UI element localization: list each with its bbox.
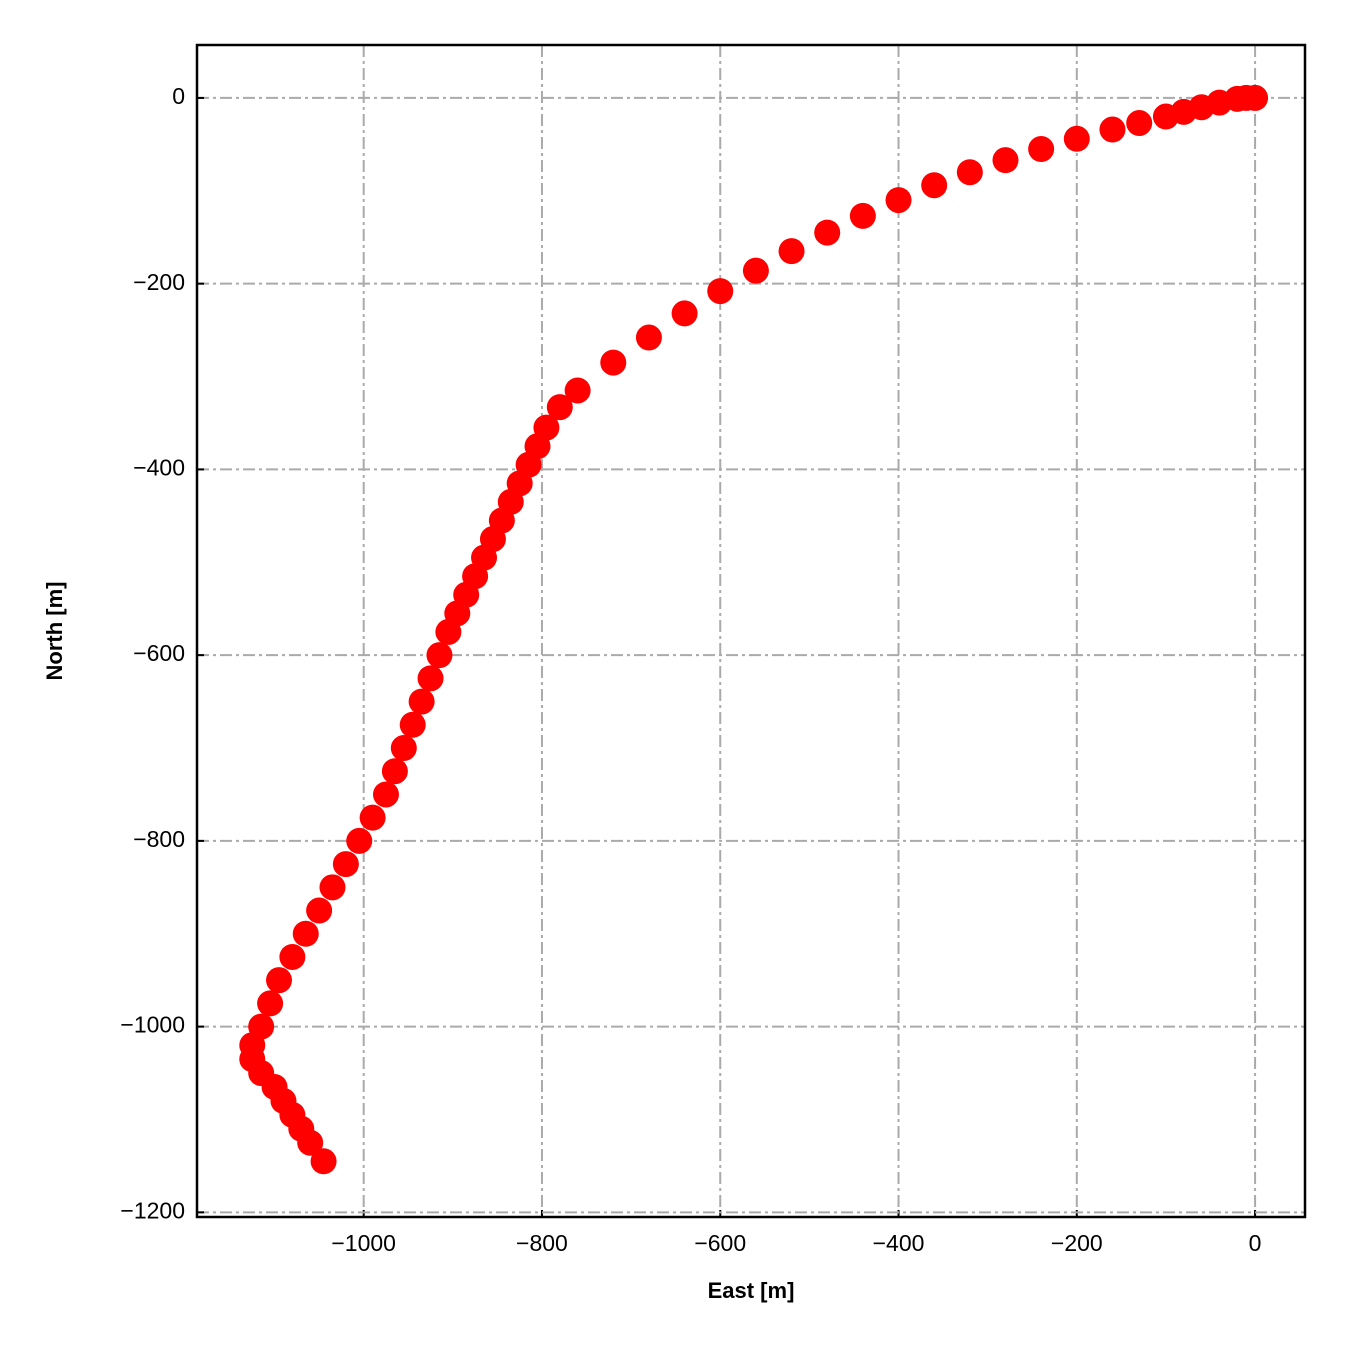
x-tick-label: −600 bbox=[694, 1230, 746, 1256]
y-tick-label: −200 bbox=[133, 269, 185, 295]
point bbox=[635, 324, 662, 351]
y-tick-label: −600 bbox=[133, 640, 185, 666]
point bbox=[707, 278, 734, 305]
point bbox=[435, 618, 462, 645]
point bbox=[390, 735, 417, 762]
point bbox=[1099, 116, 1126, 143]
point bbox=[992, 147, 1019, 174]
point bbox=[332, 851, 359, 878]
point bbox=[742, 257, 769, 284]
point bbox=[346, 827, 373, 854]
point bbox=[408, 688, 435, 715]
x-axis-label: East [m] bbox=[708, 1278, 795, 1303]
point bbox=[399, 711, 426, 738]
point bbox=[671, 300, 698, 327]
y-tick-label: 0 bbox=[172, 83, 185, 109]
point bbox=[1152, 103, 1179, 130]
x-tick-label: −800 bbox=[516, 1230, 568, 1256]
point bbox=[372, 781, 399, 808]
point bbox=[885, 187, 912, 214]
point bbox=[778, 238, 805, 265]
point bbox=[1028, 136, 1055, 163]
point bbox=[417, 665, 444, 692]
point bbox=[292, 920, 319, 947]
point bbox=[426, 642, 453, 669]
point bbox=[956, 159, 983, 186]
point bbox=[359, 804, 386, 831]
y-tick-label: −800 bbox=[133, 826, 185, 852]
y-tick-label: −1200 bbox=[120, 1197, 185, 1223]
point bbox=[310, 1148, 337, 1175]
point bbox=[814, 219, 841, 246]
x-tick-label: −400 bbox=[873, 1230, 925, 1256]
plot-frame bbox=[195, 43, 1307, 1219]
point bbox=[849, 202, 876, 229]
y-tick-label: −1000 bbox=[120, 1012, 185, 1038]
point bbox=[381, 758, 408, 785]
x-tick-label: −200 bbox=[1051, 1230, 1103, 1256]
y-tick-label: −400 bbox=[133, 454, 185, 480]
y-axis-label: North [m] bbox=[42, 582, 67, 681]
point bbox=[600, 349, 627, 376]
point bbox=[921, 172, 948, 199]
point bbox=[266, 967, 293, 994]
point bbox=[564, 377, 591, 404]
point bbox=[279, 943, 306, 970]
x-tick-label: −1000 bbox=[331, 1230, 396, 1256]
point bbox=[257, 990, 284, 1017]
point bbox=[1063, 125, 1090, 152]
point bbox=[1126, 110, 1153, 137]
point bbox=[297, 1129, 324, 1156]
point bbox=[319, 874, 346, 901]
point bbox=[546, 394, 573, 421]
x-tick-label: 0 bbox=[1249, 1230, 1262, 1256]
point bbox=[306, 897, 333, 924]
